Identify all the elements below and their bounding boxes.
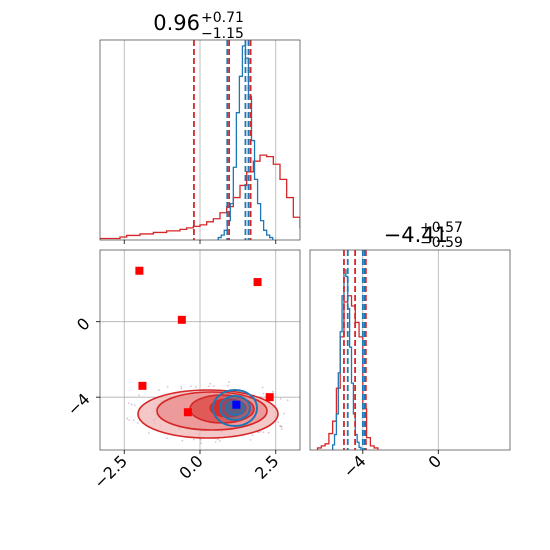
sample-point (271, 390, 274, 393)
sample-point (216, 438, 219, 441)
sample-point (132, 419, 135, 422)
sample-point (157, 389, 160, 392)
sample-point (280, 428, 283, 430)
red-square-marker (177, 315, 186, 324)
sample-point (180, 385, 183, 388)
sample-point (249, 438, 252, 441)
red-square-marker (253, 278, 262, 287)
sample-point (166, 437, 168, 440)
y-tick-label: 0 (73, 314, 94, 335)
title-param1-plus: +0.71 (201, 10, 244, 26)
y-tick-label: −4 (64, 389, 94, 419)
hist-param2-panel: −4 0 −4.41 +0.57 −0.59 (309, 220, 511, 482)
title-param2-plus: +0.57 (420, 220, 463, 236)
sample-point (181, 439, 184, 442)
sample-point (218, 440, 221, 442)
sample-point (261, 386, 264, 389)
red-square-marker (138, 381, 147, 390)
red-square-marker (183, 408, 192, 417)
joint-grid (100, 250, 300, 450)
title-param1: 0.96 (153, 11, 200, 35)
title-param1-minus: −1.15 (201, 26, 244, 42)
sample-point (126, 417, 129, 420)
sample-point (279, 425, 282, 428)
x-tick-label: 0 (424, 451, 445, 472)
sample-point (128, 419, 131, 422)
hist-param1-grid (123, 40, 277, 240)
sample-point (227, 381, 230, 384)
joint-markers (135, 266, 274, 417)
red-square-marker (135, 266, 144, 275)
sample-point (280, 425, 283, 428)
sample-point (133, 404, 136, 407)
x-tick-label: −4 (340, 451, 370, 481)
sample-point (200, 442, 203, 445)
x-tick-label: 0.0 (175, 451, 206, 482)
sample-point (127, 402, 130, 405)
hist-param2-quantile-lines (343, 250, 367, 450)
sample-point (262, 392, 265, 395)
sample-point (226, 385, 229, 387)
sample-point (279, 397, 282, 400)
x-tick-label: −2.5 (90, 451, 131, 492)
sample-point (195, 386, 197, 388)
sample-point (138, 394, 140, 397)
sample-point (214, 441, 217, 443)
sample-point (190, 385, 192, 388)
red-square-marker (265, 393, 274, 402)
hist-param2-blue-steps (331, 269, 362, 450)
sample-point (136, 422, 139, 424)
sample-point (207, 385, 210, 388)
title-param2-minus: −0.59 (420, 235, 463, 251)
sample-point (251, 434, 254, 437)
title-param2: −4.41 (384, 223, 448, 247)
blue-square-marker (232, 400, 241, 409)
x-tick-label: 2.5 (251, 451, 282, 482)
hist-param2-tick-labels: −4 0 (340, 450, 445, 482)
blue-contour-outer (212, 389, 258, 427)
sample-point (279, 425, 282, 427)
sample-point (130, 403, 133, 406)
sample-point (277, 421, 279, 424)
sample-point (148, 432, 150, 434)
sample-point (286, 399, 289, 402)
hist-param1-red-steps (100, 154, 300, 240)
hist-param2-grid (362, 250, 439, 450)
title-param1-value: 0.96 (153, 11, 200, 35)
sample-point (209, 382, 212, 385)
hist-param2-frame (309, 249, 511, 451)
sample-point (192, 438, 195, 441)
sample-point (180, 387, 183, 390)
title-param2-value: −4.41 (384, 223, 448, 247)
hist-param1-tickmarks (123, 240, 277, 244)
sample-point (166, 385, 169, 388)
hist-param1-panel: 0.96 +0.71 −1.15 (99, 10, 301, 244)
sample-point (282, 412, 285, 415)
hist-param1-quantile-lines (193, 40, 252, 240)
sample-point (212, 385, 215, 388)
sample-point (257, 431, 260, 434)
joint-red-contours (137, 389, 279, 439)
sample-point (259, 430, 262, 433)
sample-point (267, 431, 270, 434)
sample-point (199, 438, 202, 441)
joint-panel: −2.5 0.0 2.5 0 −4 (64, 249, 301, 492)
sample-point (262, 431, 265, 434)
